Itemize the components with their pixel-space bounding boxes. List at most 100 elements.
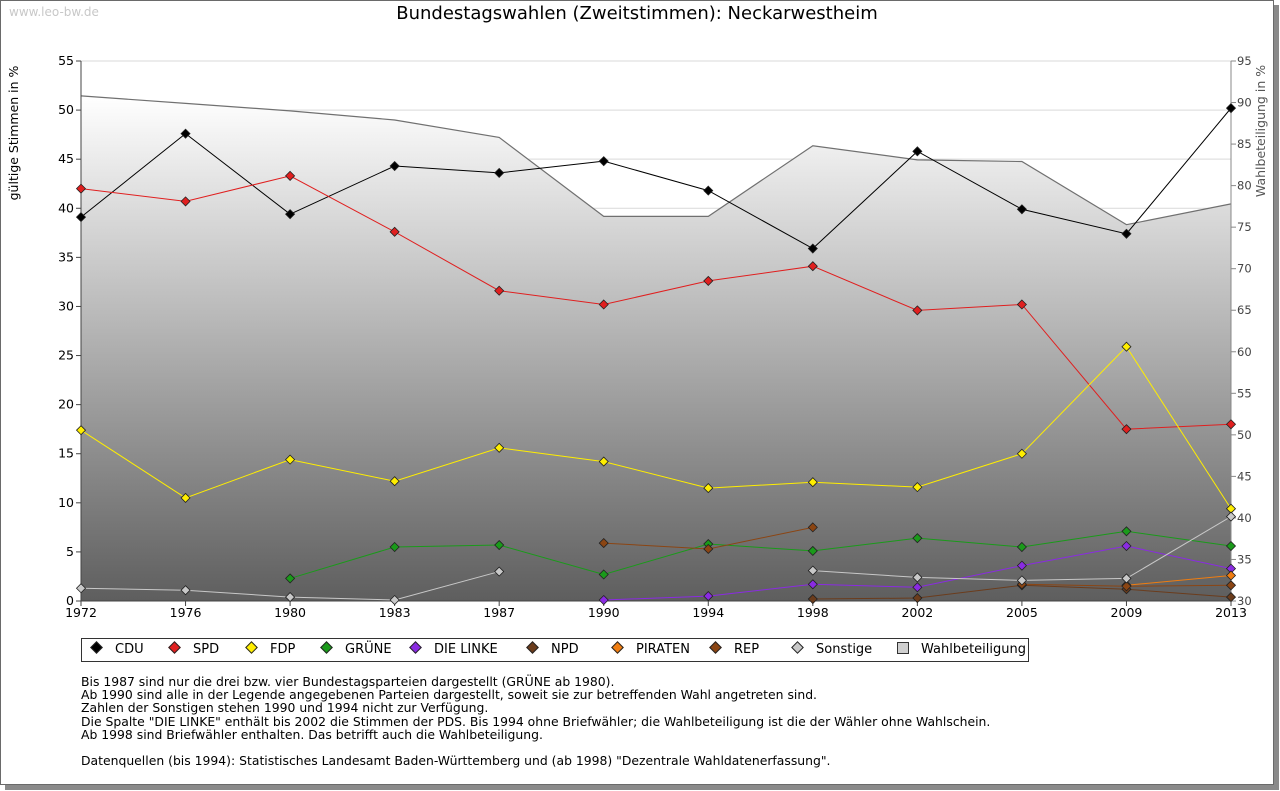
legend-marker <box>168 641 181 654</box>
legend-item: DIE LINKE <box>409 641 498 657</box>
y-right-tick-label: 85 <box>1237 137 1252 151</box>
data-point-gr-ne <box>494 539 505 551</box>
data-point-npd <box>912 592 923 604</box>
series-points <box>75 103 1237 606</box>
notes: Bis 1987 sind nur die drei bzw. vier Bun… <box>81 675 990 741</box>
legend-label: PIRATEN <box>636 642 690 657</box>
data-point-cdu <box>1121 228 1132 239</box>
data-point-cdu <box>598 156 609 167</box>
note-line: Zahlen der Sonstigen stehen 1990 und 199… <box>81 700 489 716</box>
data-point-spd <box>75 183 87 194</box>
data-point-die-linke <box>598 594 609 606</box>
y-right-tick-label: 60 <box>1237 345 1252 359</box>
data-point-gr-ne <box>1016 541 1027 553</box>
data-point-fdp <box>75 425 87 436</box>
data-point-fdp <box>1016 448 1027 459</box>
turnout-area <box>80 95 1232 602</box>
data-point-cdu <box>75 212 87 223</box>
data-point-spd <box>807 261 818 272</box>
legend-label: NPD <box>551 642 579 657</box>
y-tick-label: 55 <box>58 53 74 68</box>
y-right-tick-label: 70 <box>1237 262 1252 276</box>
data-point-fdp <box>807 477 818 488</box>
legend-label: Sonstige <box>816 642 873 657</box>
data-point-spd <box>285 170 296 181</box>
legend-label: REP <box>734 642 760 657</box>
series-line-fdp <box>80 345 1232 509</box>
x-tick-label: 2009 <box>1111 605 1143 620</box>
x-tick-label: 1987 <box>483 605 515 620</box>
data-point-gr-ne <box>807 545 818 556</box>
watermark: www.leo-bw.de <box>9 5 99 19</box>
legend-item: Sonstige <box>791 641 873 657</box>
data-point-spd <box>703 275 714 286</box>
legend-item: REP <box>709 641 760 657</box>
y-tick-label: 5 <box>66 544 74 559</box>
legend-label: Wahlbeteiligung <box>921 642 1027 657</box>
data-point-sonstige <box>75 583 87 594</box>
data-point-die-linke <box>1016 560 1027 571</box>
x-tick-label: 1983 <box>379 605 411 620</box>
data-point-sonstige <box>1121 573 1132 584</box>
data-point-npd <box>807 593 818 605</box>
y-tick-label: 15 <box>58 446 74 461</box>
legend-marker <box>409 641 422 654</box>
y-right-tick-label: 90 <box>1237 96 1252 110</box>
y-tick-label: 25 <box>58 348 74 363</box>
data-point-cdu <box>912 146 923 157</box>
y-axis-label-left: gültige Stimmen in % <box>6 65 21 200</box>
data-point-spd <box>494 285 505 296</box>
legend-label: SPD <box>193 642 220 657</box>
data-point-gr-ne <box>389 541 400 553</box>
y-right-tick-label: 55 <box>1237 386 1252 400</box>
legend-item: Wahlbeteiligung <box>897 642 1026 657</box>
data-point-spd <box>598 299 609 310</box>
legend-label: CDU <box>115 642 144 657</box>
data-point-die-linke <box>1121 540 1132 552</box>
data-point-fdp <box>180 492 191 503</box>
data-point-cdu <box>807 243 818 254</box>
data-point-cdu <box>285 209 296 220</box>
data-point-gr-ne <box>598 569 609 580</box>
y-right-tick-label: 95 <box>1237 54 1252 68</box>
y-axis-label-right: Wahlbeteiligung in % <box>1253 65 1268 197</box>
data-point-fdp <box>285 454 296 465</box>
legend-marker <box>90 641 103 654</box>
data-point-sonstige <box>389 594 400 606</box>
turnout-line <box>80 95 1232 226</box>
legend-item: GRÜNE <box>320 641 392 657</box>
y-right-tick-label: 40 <box>1237 511 1252 525</box>
data-point-gr-ne <box>285 573 296 584</box>
data-point-cdu <box>1225 103 1237 114</box>
data-point-die-linke <box>807 579 818 590</box>
data-point-gr-ne <box>1121 526 1132 537</box>
legend-marker <box>709 641 722 654</box>
y-tick-label: 0 <box>66 593 74 608</box>
legend-item: SPD <box>168 641 220 657</box>
data-point-rep <box>703 543 714 555</box>
x-tick-label: 1998 <box>797 605 829 620</box>
y-right-tick-label: 75 <box>1237 220 1252 234</box>
y-right-tick-label: 45 <box>1237 469 1252 483</box>
data-point-sonstige <box>912 572 923 583</box>
legend-label: DIE LINKE <box>434 642 498 657</box>
series-line-piraten <box>1126 574 1232 586</box>
data-point-spd <box>1121 424 1132 435</box>
y-right-tick-label: 50 <box>1237 428 1252 442</box>
series-line-gr-ne <box>289 530 1232 579</box>
legend-marker <box>611 641 624 654</box>
data-point-cdu <box>494 167 505 178</box>
chart-svg: 0 5 10 15 20 25 30 35 40 45 50 55 30 35 40 45 50 55 60 65 70… <box>6 53 1268 620</box>
x-tick-label: 2005 <box>1006 605 1038 620</box>
data-point-rep <box>807 522 818 533</box>
legend-marker <box>791 641 804 654</box>
data-point-spd <box>1016 299 1027 310</box>
data-point-gr-ne <box>912 533 923 544</box>
legend-item: CDU <box>90 641 144 657</box>
data-point-fdp <box>912 482 923 493</box>
data-point-die-linke <box>703 591 714 602</box>
data-point-spd <box>389 226 400 237</box>
data-point-fdp <box>598 456 609 467</box>
series-line-spd <box>80 175 1232 430</box>
